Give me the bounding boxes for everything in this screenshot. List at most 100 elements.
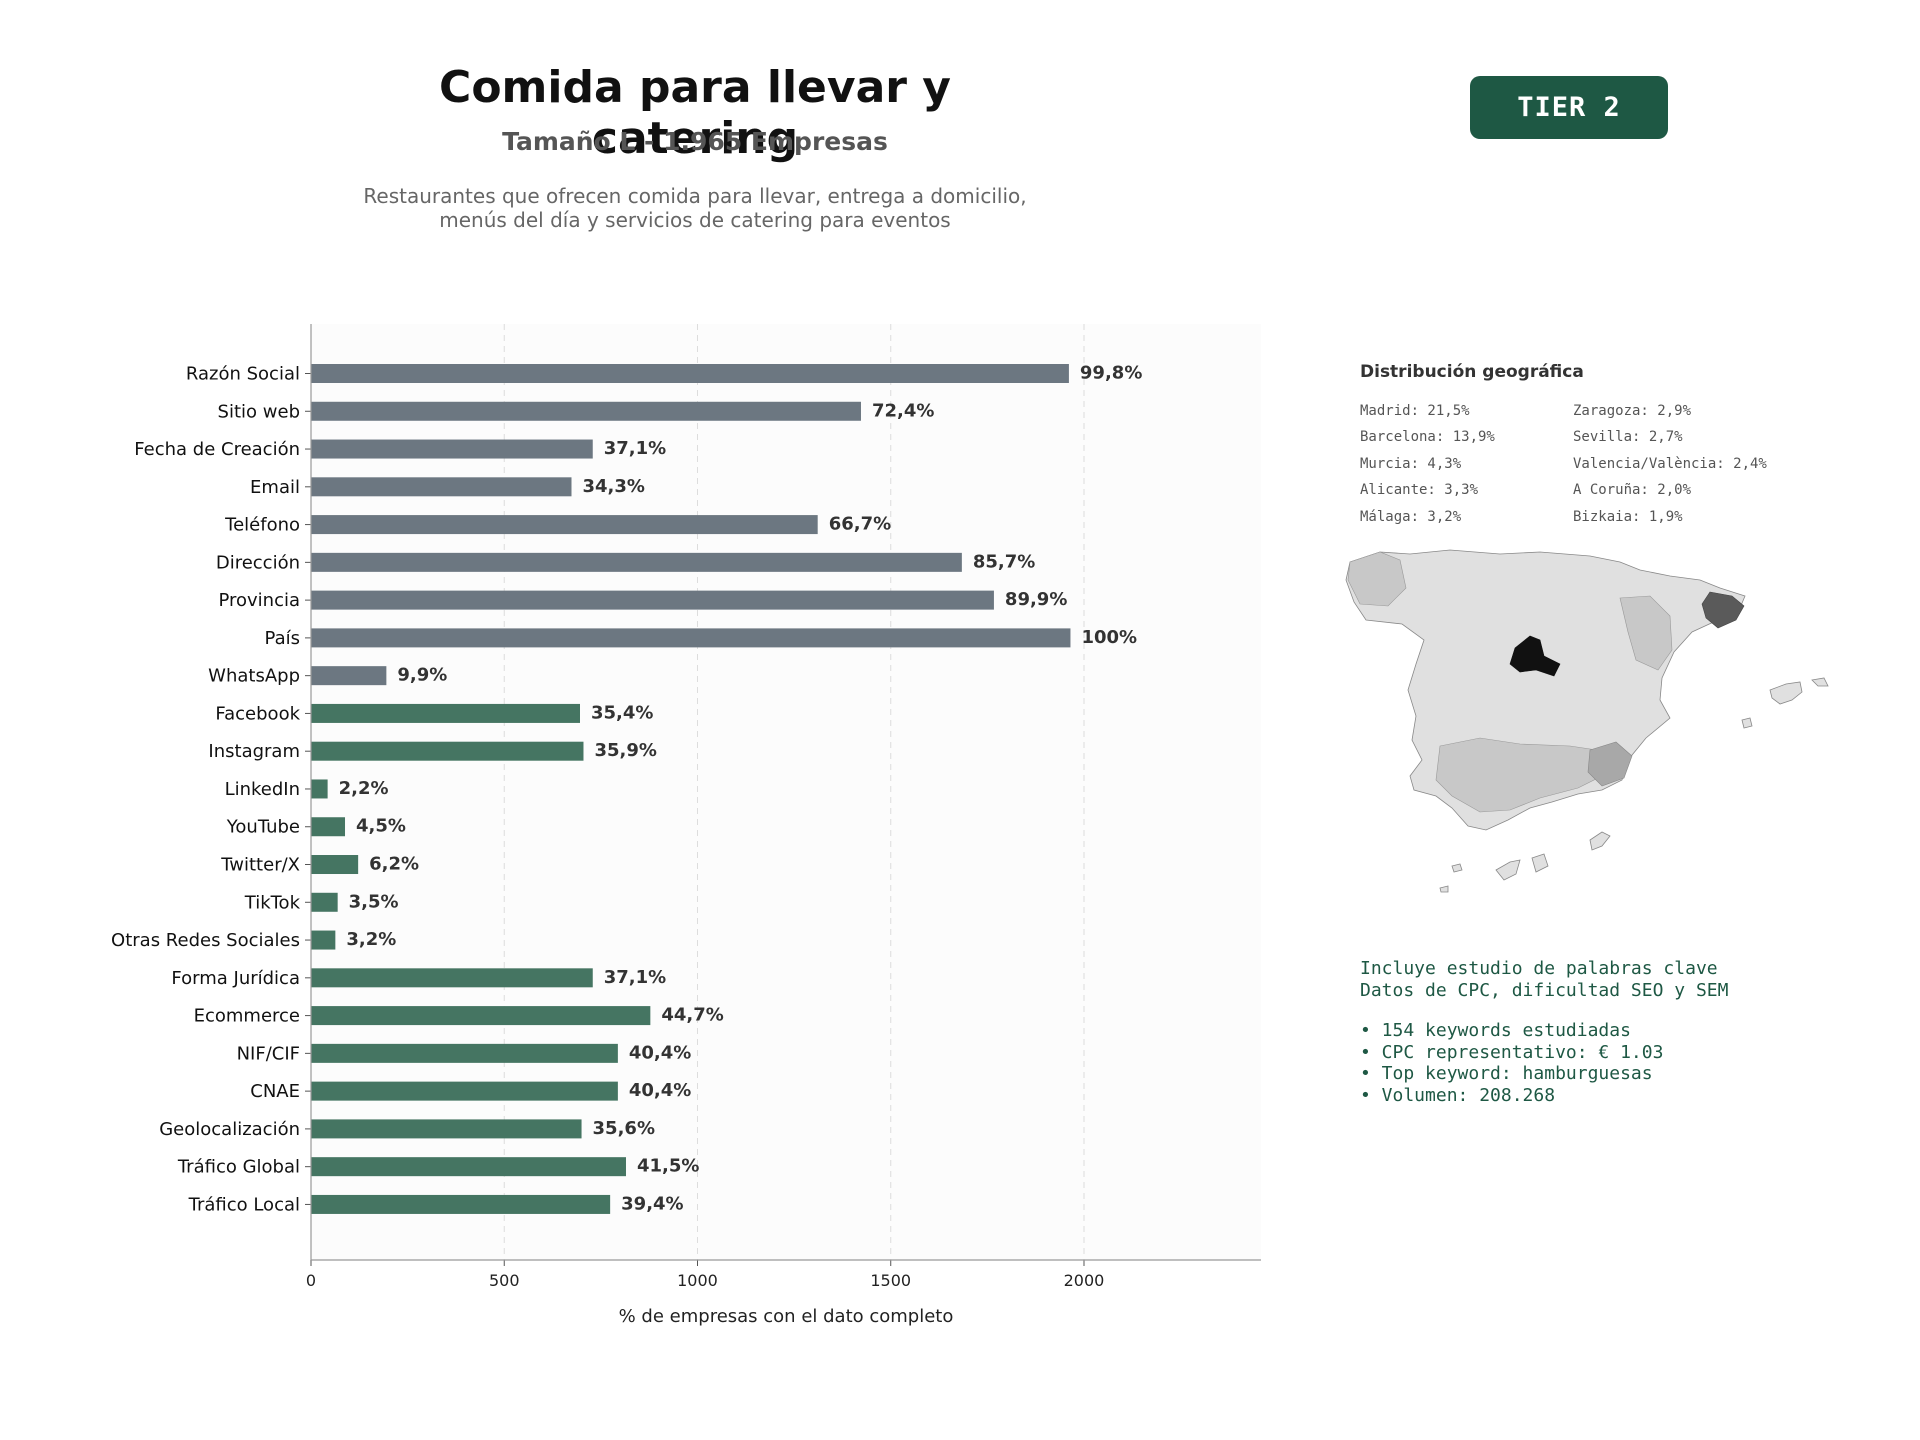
canary-islands xyxy=(1589,831,1611,851)
x-tick-label: 1500 xyxy=(870,1271,911,1290)
keyword-bullet: • Top keyword: hamburguesas xyxy=(1360,1063,1653,1084)
page-description: Restaurantes que ofrecen comida para lle… xyxy=(363,184,1027,232)
keyword-bullet: • 154 keywords estudiadas xyxy=(1360,1020,1631,1041)
data-label: 6,2% xyxy=(369,854,419,875)
data-label: 3,5% xyxy=(349,891,399,912)
tier-badge: TIER 2 xyxy=(1470,76,1668,139)
data-label: 40,4% xyxy=(629,1080,691,1101)
x-axis-label: % de empresas con el dato completo xyxy=(619,1306,954,1327)
category-label: Otras Redes Sociales xyxy=(111,930,300,951)
bar xyxy=(311,892,338,912)
bar xyxy=(311,1119,582,1139)
balearic-islands xyxy=(1769,681,1803,705)
madrid-region xyxy=(1509,635,1561,677)
category-label: Sitio web xyxy=(218,401,300,422)
page-title: Comida para llevar y catering xyxy=(439,62,951,164)
category-label: Provincia xyxy=(218,590,300,611)
bar xyxy=(311,1081,618,1101)
data-label: 37,1% xyxy=(604,438,666,459)
category-label: LinkedIn xyxy=(225,779,300,800)
bar xyxy=(311,703,580,723)
data-label: 66,7% xyxy=(829,514,891,535)
header: Comida para llevar y catering Tamaño L -… xyxy=(0,0,1400,260)
category-label: TikTok xyxy=(244,892,301,913)
category-label: Tráfico Local xyxy=(188,1194,300,1215)
data-label: 2,2% xyxy=(339,778,389,799)
barcelona-region xyxy=(1701,591,1745,629)
category-label: Instagram xyxy=(208,741,300,762)
bar xyxy=(311,968,593,988)
data-label: 35,6% xyxy=(593,1118,655,1139)
bar xyxy=(311,779,328,799)
category-label: Geolocalización xyxy=(159,1119,300,1140)
x-tick-label: 1000 xyxy=(677,1271,718,1290)
data-label: 41,5% xyxy=(637,1156,699,1177)
bar xyxy=(311,515,818,535)
bar xyxy=(311,1157,626,1177)
data-label: 100% xyxy=(1081,627,1137,648)
keyword-line: Datos de CPC, dificultad SEO y SEM xyxy=(1360,979,1729,1001)
category-label: Razón Social xyxy=(186,364,300,385)
data-label: 44,7% xyxy=(661,1005,723,1026)
andalusia-region xyxy=(1435,737,1611,813)
bar xyxy=(311,401,861,421)
page-subtitle: Tamaño L - 1.965 Empresas xyxy=(502,127,888,156)
category-label: Email xyxy=(250,477,300,498)
category-label: Ecommerce xyxy=(194,1006,300,1027)
data-label: 39,4% xyxy=(621,1193,683,1214)
data-label: 72,4% xyxy=(872,400,934,421)
murcia-region xyxy=(1587,741,1633,787)
keyword-info: Incluye estudio de palabras clave Datos … xyxy=(1360,958,1728,1106)
canary-islands xyxy=(1451,863,1463,873)
bar xyxy=(311,930,336,950)
bar xyxy=(311,741,584,761)
category-label: Dirección xyxy=(216,552,300,573)
bar xyxy=(311,666,387,686)
bar xyxy=(311,590,994,610)
keyword-bullet: • CPC representativo: € 1.03 xyxy=(1360,1041,1664,1063)
geo-item: Murcia: 4,3% xyxy=(1360,455,1462,472)
bar xyxy=(311,1006,651,1026)
geo-list-right: Zaragoza: 2,9% Sevilla: 2,7% Valencia/Va… xyxy=(1573,398,1767,530)
category-label: YouTube xyxy=(226,817,300,838)
category-label: CNAE xyxy=(250,1081,300,1102)
data-label: 99,8% xyxy=(1080,363,1142,384)
bar xyxy=(311,855,359,875)
data-label: 4,5% xyxy=(356,816,406,837)
x-tick-label: 0 xyxy=(306,1271,316,1290)
data-label: 37,1% xyxy=(604,967,666,988)
category-label: País xyxy=(265,628,300,649)
bar xyxy=(311,1043,618,1063)
balearic-islands xyxy=(1741,717,1753,729)
bar xyxy=(311,817,346,837)
balearic-islands xyxy=(1811,677,1829,687)
data-label: 40,4% xyxy=(629,1042,691,1063)
galicia-region xyxy=(1347,551,1407,607)
geo-item: Barcelona: 13,9% xyxy=(1360,429,1495,446)
category-label: Facebook xyxy=(215,703,300,724)
bar xyxy=(311,477,572,497)
data-label: 89,9% xyxy=(1005,589,1067,610)
bar xyxy=(311,439,593,459)
category-label: Twitter/X xyxy=(220,855,300,876)
keyword-line: Incluye estudio de palabras clave xyxy=(1360,958,1718,979)
x-tick-label: 2000 xyxy=(1064,1271,1105,1290)
data-label: 35,9% xyxy=(594,740,656,761)
geo-item: A Coruña: 2,0% xyxy=(1573,482,1692,499)
bar xyxy=(311,552,962,572)
keyword-bullet: • Volumen: 208.268 xyxy=(1360,1084,1556,1106)
data-label: 85,7% xyxy=(973,551,1035,572)
category-label: Tráfico Global xyxy=(177,1157,300,1178)
spain-map xyxy=(1345,549,1829,893)
bar-chart: 0 500 1000 1500 2000 Razón Social 99,8% Sitio w… xyxy=(111,324,1261,1327)
data-label: 9,9% xyxy=(397,665,447,686)
category-label: Teléfono xyxy=(224,515,300,536)
bar xyxy=(311,628,1071,648)
geo-item: Málaga: 3,2% xyxy=(1360,508,1462,525)
category-label: Fecha de Creación xyxy=(134,439,300,460)
canary-islands xyxy=(1531,853,1549,873)
canary-islands xyxy=(1439,885,1449,893)
bar xyxy=(311,1194,611,1214)
geo-item: Bizkaia: 1,9% xyxy=(1573,508,1683,525)
category-label: WhatsApp xyxy=(208,666,300,687)
